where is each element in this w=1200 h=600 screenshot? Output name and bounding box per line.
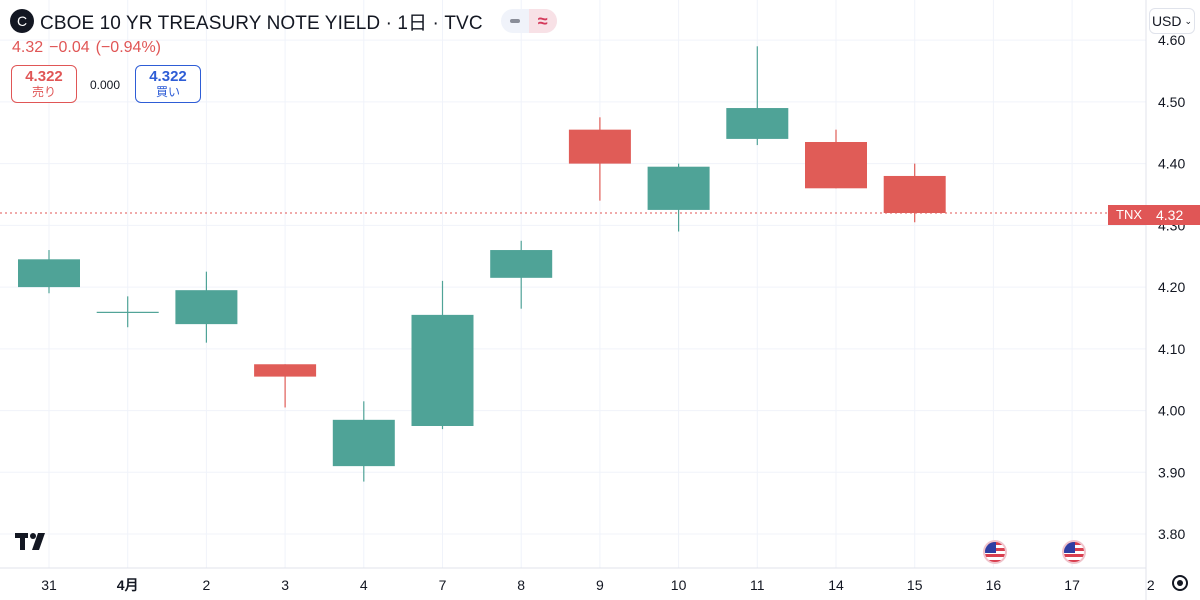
currency-select[interactable]: USD ⌄ <box>1149 8 1195 34</box>
time-tick-label: 4月 <box>117 577 139 593</box>
mode-approx-button[interactable]: ≈ <box>528 9 557 33</box>
sell-value: 4.322 <box>25 68 63 85</box>
sell-label: 売り <box>31 85 56 99</box>
buy-label: 買い <box>155 85 180 99</box>
last-price-tag: TNX 4.32 <box>1108 205 1200 225</box>
candle-body <box>175 290 238 325</box>
chart-header: C CBOE 10 YR TREASURY NOTE YIELD · 1日 · … <box>10 8 557 34</box>
tradingview-logo-icon[interactable] <box>14 530 54 554</box>
candle-body <box>96 311 159 313</box>
time-tick-label: 7 <box>439 577 447 593</box>
price-tick-label: 4.10 <box>1158 341 1185 357</box>
change-last: 4.32 <box>12 39 44 56</box>
time-tick-label: 17 <box>1064 577 1080 593</box>
buy-button[interactable]: 4.322 買い <box>135 65 201 103</box>
price-tick-label: 3.80 <box>1158 526 1185 542</box>
candle-body <box>18 259 80 288</box>
approx-icon: ≈ <box>537 11 548 31</box>
price-tick-label: 4.00 <box>1158 403 1185 419</box>
time-tick-label: 31 <box>41 577 57 593</box>
mode-minus-button[interactable] <box>501 9 529 33</box>
currency-label: USD <box>1151 13 1182 29</box>
time-tick-label: 11 <box>750 577 765 593</box>
time-tick-label: 8 <box>517 577 525 593</box>
time-tick-label: 2 <box>1147 577 1155 593</box>
candle-body <box>568 129 631 164</box>
time-tick-label: 2 <box>203 577 211 593</box>
symbol-logo-icon[interactable]: C <box>10 9 34 33</box>
candle-body <box>805 142 867 189</box>
us-flag-icon[interactable] <box>1062 540 1086 564</box>
us-flag-icon[interactable] <box>983 540 1007 564</box>
change-abs: −0.04 <box>49 39 90 56</box>
time-tick-label: 4 <box>360 577 368 593</box>
sell-button[interactable]: 4.322 売り <box>11 65 77 103</box>
price-axis[interactable]: 4.604.504.404.304.204.104.003.903.80 <box>1158 32 1185 542</box>
chevron-down-icon: ⌄ <box>1184 15 1193 26</box>
change-pct: (−0.94%) <box>95 39 161 56</box>
candle-body <box>726 108 789 139</box>
price-tick-label: 4.60 <box>1158 32 1185 48</box>
candle-body <box>254 364 317 377</box>
price-tick-label: 3.90 <box>1158 464 1185 480</box>
price-tick-label: 4.20 <box>1158 279 1185 295</box>
time-tick-label: 15 <box>907 577 923 593</box>
price-tag-price: 4.32 <box>1150 205 1200 225</box>
symbol-title[interactable]: CBOE 10 YR TREASURY NOTE YIELD · 1日 · TV… <box>40 12 483 34</box>
candle-body <box>411 314 474 426</box>
mode-toggle[interactable]: ≈ <box>500 9 557 33</box>
spread-value: 0.000 <box>90 78 121 92</box>
time-tick-label: 9 <box>596 577 604 593</box>
candle-body <box>490 250 553 278</box>
price-tick-label: 4.50 <box>1158 94 1185 110</box>
gear-icon[interactable] <box>1172 575 1188 591</box>
price-tag-symbol: TNX <box>1108 205 1150 225</box>
buy-value: 4.322 <box>149 68 187 85</box>
time-tick-label: 14 <box>828 577 844 593</box>
price-tick-label: 4.40 <box>1158 156 1185 172</box>
time-tick-label: 3 <box>281 577 289 593</box>
candles <box>18 46 946 482</box>
candle-body <box>883 175 946 213</box>
time-tick-label: 10 <box>671 577 687 593</box>
minus-icon <box>509 19 520 23</box>
candle-body <box>332 419 395 467</box>
price-change: 4.32 −0.04 (−0.94%) <box>12 39 167 57</box>
time-axis[interactable]: 31 4月 2 3 4 7 8 9 10 11 14 15 16 17 2 <box>41 577 1155 593</box>
candle-body <box>647 166 710 210</box>
time-tick-label: 16 <box>986 577 1002 593</box>
